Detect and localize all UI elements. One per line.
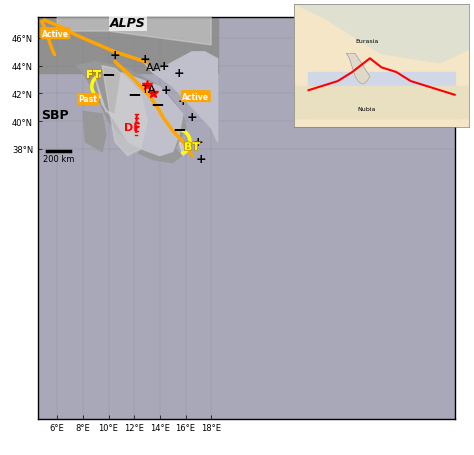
Polygon shape [102, 66, 147, 156]
Polygon shape [294, 86, 469, 118]
Text: +: + [193, 136, 204, 149]
Polygon shape [141, 53, 218, 142]
Text: ALPS: ALPS [110, 17, 146, 30]
Polygon shape [294, 5, 469, 64]
Text: +: + [178, 95, 188, 107]
Polygon shape [346, 55, 370, 84]
Text: Nubia: Nubia [358, 107, 376, 111]
Text: +: + [161, 84, 172, 96]
Polygon shape [76, 62, 185, 156]
Text: +: + [187, 111, 197, 124]
Text: +: + [196, 152, 206, 166]
Polygon shape [38, 18, 455, 419]
Polygon shape [309, 73, 455, 118]
Text: +: + [139, 53, 150, 66]
Text: SBP: SBP [41, 108, 68, 121]
Polygon shape [83, 112, 106, 152]
Text: AA: AA [146, 63, 161, 73]
Text: FT: FT [85, 71, 101, 81]
Polygon shape [89, 81, 103, 105]
Text: −: − [127, 85, 141, 103]
Text: DF: DF [124, 123, 141, 133]
Text: Active: Active [182, 92, 210, 101]
Text: −: − [101, 65, 116, 82]
Text: +: + [174, 67, 184, 80]
Polygon shape [96, 73, 183, 156]
Text: Eurasia: Eurasia [356, 39, 379, 43]
Text: TA: TA [142, 85, 155, 95]
Text: −: − [172, 120, 186, 137]
Text: +: + [109, 49, 120, 62]
Text: BT: BT [184, 143, 200, 153]
Polygon shape [138, 145, 182, 163]
Text: −: − [150, 95, 164, 113]
Polygon shape [179, 142, 188, 156]
Text: +: + [158, 60, 169, 73]
Text: Past: Past [79, 95, 98, 104]
Polygon shape [57, 18, 211, 46]
Text: Active: Active [42, 30, 69, 39]
Text: 200 km: 200 km [43, 155, 74, 164]
Polygon shape [38, 18, 218, 73]
